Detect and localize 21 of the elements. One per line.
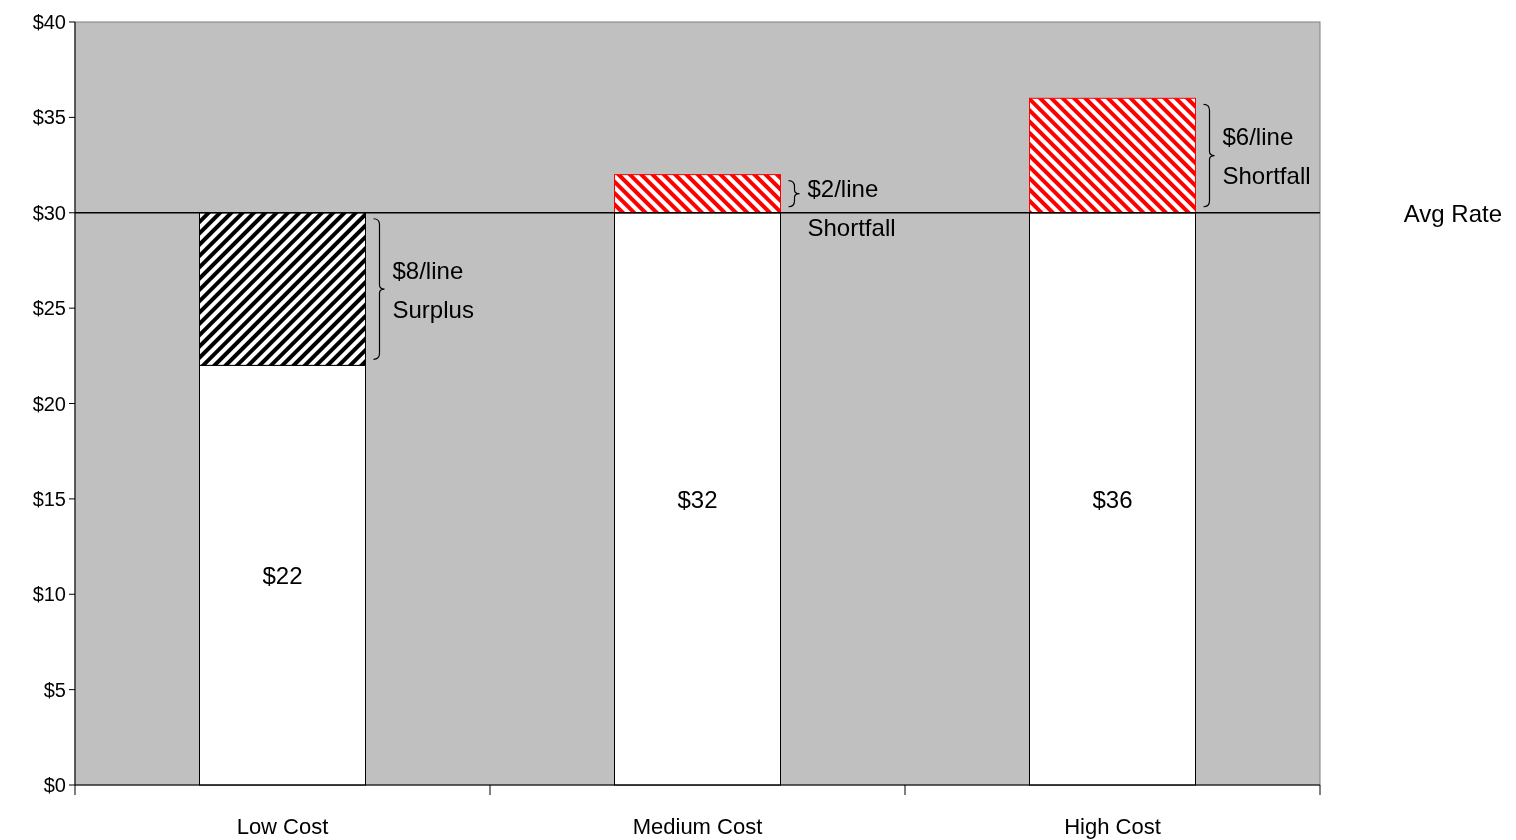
y-tick-label: $10 xyxy=(32,583,66,606)
annotation: $2/line Shortfall xyxy=(807,174,896,241)
annotation: $8/line Surplus xyxy=(392,256,474,323)
annotation: $32 xyxy=(677,485,718,513)
annotation: $6/line Shortfall xyxy=(1222,122,1311,189)
x-tick-label: Low Cost xyxy=(236,813,329,839)
y-tick-label: $0 xyxy=(43,774,66,796)
y-tick-label: $5 xyxy=(43,678,66,701)
y-tick-label: $30 xyxy=(32,201,66,224)
ref-line-label: Avg Rate xyxy=(1403,199,1502,227)
y-tick-label: $25 xyxy=(32,297,66,320)
y-tick-label: $20 xyxy=(32,392,66,415)
bar xyxy=(614,174,781,214)
x-tick-label: Medium Cost xyxy=(632,813,763,839)
annotation: $36 xyxy=(1092,485,1133,513)
y-tick-label: $35 xyxy=(32,106,66,129)
y-tick-label: $40 xyxy=(32,11,66,33)
y-tick-label: $15 xyxy=(32,487,66,510)
annotation: $22 xyxy=(262,561,303,589)
x-tick-label: High Cost xyxy=(1064,813,1161,839)
bar xyxy=(1029,97,1196,214)
